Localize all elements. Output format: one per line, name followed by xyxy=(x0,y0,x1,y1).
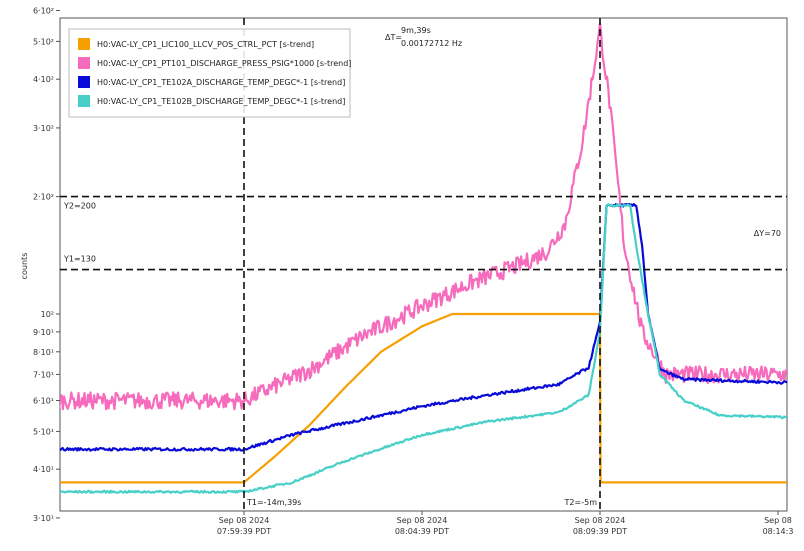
legend-box xyxy=(68,28,351,118)
y-tick-label: 5·10² xyxy=(33,37,54,46)
y-tick-label: 4·10¹ xyxy=(33,465,54,474)
legend-entry-3: H0:VAC-LY_CP1_TE102A_DISCHARGE_TEMP_DEGC… xyxy=(97,78,345,87)
y-tick-label: 6·10¹ xyxy=(33,397,54,406)
delta-t-prefix: ΔT= xyxy=(385,33,402,42)
y-tick-label: 10² xyxy=(41,310,54,319)
y-tick-label: 9·10¹ xyxy=(33,328,54,337)
x-axis-ticks: Sep 08 2024 07:59:39 PDT Sep 08 2024 08:04:… xyxy=(217,511,794,536)
y-tick-label: 3·10² xyxy=(33,124,54,133)
x-tick-label-time: 08:04:39 PDT xyxy=(395,527,449,536)
legend-entry-2: H0:VAC-LY_CP1_PT101_DISCHARGE_PRESS_PSIG… xyxy=(97,59,351,68)
series-layer xyxy=(60,22,787,494)
legend-swatch-3 xyxy=(78,76,90,88)
x-tick-label-date: Sep 08 2024 xyxy=(575,516,626,525)
x-tick-label-date: Sep 08 xyxy=(764,516,792,525)
series-line-4 xyxy=(60,203,787,494)
x-tick-label-time: 08:09:39 PDT xyxy=(573,527,627,536)
y-tick-label: 7·10¹ xyxy=(33,370,54,379)
x-tick-label-date: Sep 08 2024 xyxy=(397,516,448,525)
y-axis-ticks: 3·10¹ 4·10¹ 5·10¹ 6·10¹ 7·10¹ 8·10¹ 9·10¹ 10² 2·… xyxy=(33,7,60,523)
y-tick-label: 2·10² xyxy=(33,193,54,202)
x-tick-label-time: 07:59:39 PDT xyxy=(217,527,271,536)
series-line-1 xyxy=(60,312,787,484)
delta-t-frequency: 0.00172712 Hz xyxy=(401,39,462,48)
legend-swatch-1 xyxy=(78,38,90,50)
cursor-y1-label: Y1=130 xyxy=(63,255,96,264)
y-axis-title: counts xyxy=(20,253,29,280)
series-line-2 xyxy=(60,22,787,411)
y-tick-label: 4·10² xyxy=(33,75,54,84)
legend-entry-1: H0:VAC-LY_CP1_LIC100_LLCV_POS_CTRL_PCT [… xyxy=(97,40,314,49)
x-tick-label-date: Sep 08 2024 xyxy=(219,516,270,525)
cursor-t1-label: T1=-14m,39s xyxy=(246,498,301,507)
y-tick-label: 3·10¹ xyxy=(33,514,54,523)
delta-y-label: ΔY=70 xyxy=(754,229,781,238)
cursor-y2-label: Y2=200 xyxy=(63,202,96,211)
legend: H0:VAC-LY_CP1_LIC100_LLCV_POS_CTRL_PCT [… xyxy=(68,28,351,118)
x-tick-label-time: 08:14:3 xyxy=(763,527,794,536)
y-tick-label: 8·10¹ xyxy=(33,348,54,357)
delta-t-duration: 9m,39s xyxy=(401,26,431,35)
legend-swatch-2 xyxy=(78,57,90,69)
cursor-t2-label: T2=-5m xyxy=(564,498,598,507)
legend-entry-4: H0:VAC-LY_CP1_TE102B_DISCHARGE_TEMP_DEGC… xyxy=(97,97,345,106)
series-line-3 xyxy=(60,202,787,452)
legend-swatch-4 xyxy=(78,95,90,107)
cursor-layer: T1=-14m,39s T2=-5m Y1=130 Y2=200 ΔY=70 ΔT=9m,… xyxy=(60,18,787,511)
y-tick-label: 6·10² xyxy=(33,7,54,16)
y-tick-label: 5·10¹ xyxy=(33,427,54,436)
